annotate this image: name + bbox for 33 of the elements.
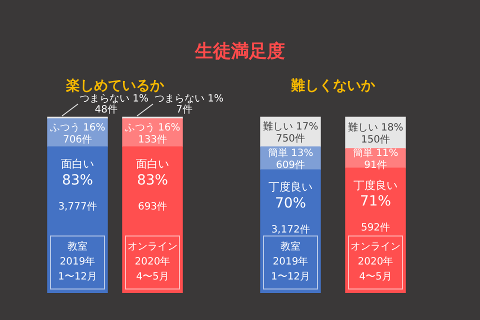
chart-title: 難しくないか — [290, 78, 376, 94]
text: 750件 — [276, 133, 306, 144]
data-label: 71% 592件 — [360, 194, 392, 234]
x-tick-label: 教室 2019年 1〜12月 — [270, 240, 310, 283]
series-label: 面白い — [61, 158, 94, 171]
text: 簡単 11% — [352, 148, 398, 159]
text: 簡単 13% — [268, 148, 314, 159]
text: 706件 — [62, 134, 92, 146]
text: 48件 — [94, 104, 118, 116]
bar — [260, 169, 321, 293]
text: ふつう 16% — [124, 122, 180, 134]
text: 150件 — [360, 134, 390, 146]
text: 609件 — [276, 160, 306, 171]
series-label: 丁度良い — [268, 180, 312, 194]
text: 7件 — [176, 104, 192, 116]
text: つまらない 1% — [154, 93, 224, 104]
chart-title: 楽しめているか — [65, 78, 165, 94]
text: 難しい 18% — [348, 122, 404, 134]
text: ふつう 16% — [50, 122, 106, 134]
data-label: 83% 693件 — [136, 172, 168, 212]
data-label: 70% 3,172件 — [271, 195, 310, 236]
text: 丁度良い — [354, 178, 398, 192]
x-tick-label: 教室 2019年 1〜12月 — [58, 240, 98, 283]
text: つまらない 1% — [80, 93, 149, 104]
text: 91件 — [364, 160, 387, 171]
x-tick-label: オンライン 2020年 4〜5月 — [350, 242, 400, 283]
bar — [345, 168, 406, 293]
text: 生徒満足度 — [195, 41, 285, 62]
text: 難しい 17% — [262, 121, 318, 132]
data-label: 83% 3,777件 — [58, 172, 97, 212]
text: 面白い — [136, 158, 169, 171]
text: 133件 — [138, 134, 168, 146]
x-tick-label: オンライン 2020年 4〜5月 — [128, 242, 178, 283]
